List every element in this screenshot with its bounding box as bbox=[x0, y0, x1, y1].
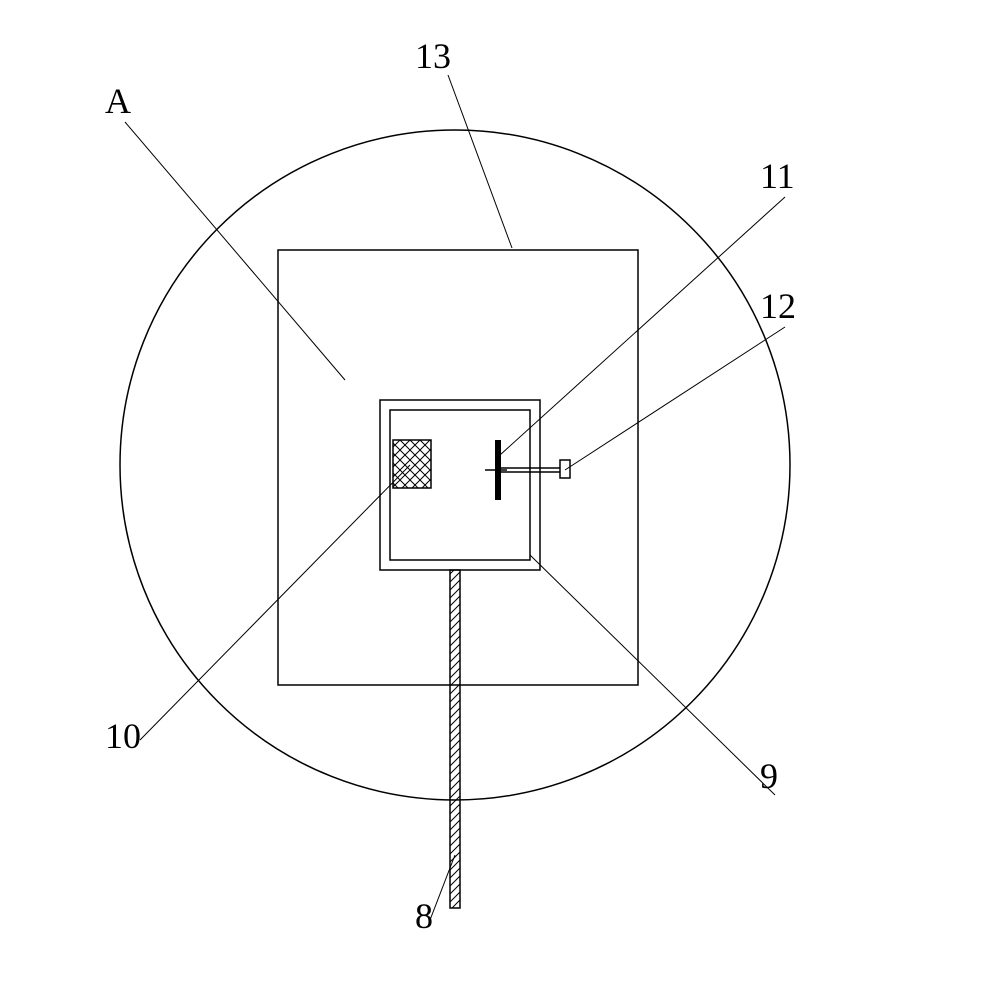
label-A: A bbox=[105, 80, 131, 122]
label-11: 11 bbox=[760, 155, 795, 197]
label-9: 9 bbox=[760, 755, 778, 797]
label-12: 12 bbox=[760, 285, 796, 327]
label-13: 13 bbox=[415, 35, 451, 77]
label-8: 8 bbox=[415, 895, 433, 937]
technical-diagram bbox=[0, 0, 1000, 983]
label-10: 10 bbox=[105, 715, 141, 757]
